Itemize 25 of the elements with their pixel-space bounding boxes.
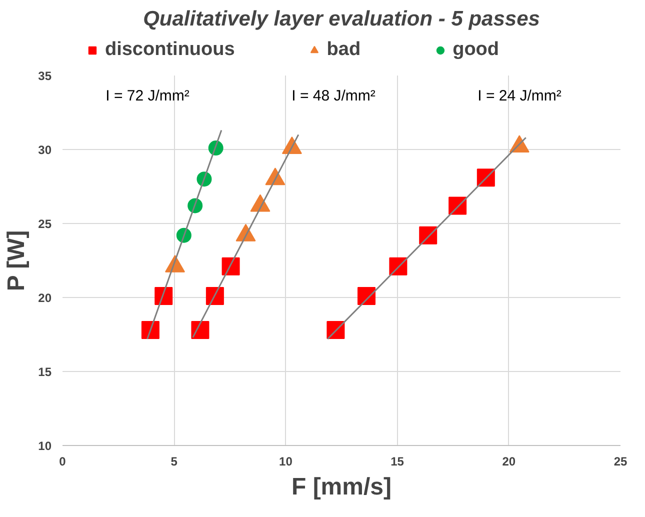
legend-label: bad [326,39,361,61]
point [206,287,224,306]
point [154,287,173,306]
x-tick-label: 10 [279,454,293,468]
point [141,321,160,340]
x-tick-label: 0 [59,454,66,468]
y-tick-label: 25 [38,217,52,231]
y-tick-label: 10 [38,439,52,453]
x-tick-label: 15 [390,454,404,468]
legend-label: good [452,39,500,61]
x-tick-label: 5 [170,454,178,468]
x-axis-title: F [mm/s] [291,474,392,500]
y-tick-label: 35 [38,69,52,83]
y-axis-title: P [W] [3,230,30,292]
y-tick-label: 20 [38,291,52,305]
y-tick-label: 30 [38,143,52,157]
annotation: I = 48 J/mm² [292,88,376,104]
y-tick-label: 15 [38,365,52,379]
x-tick-label: 25 [614,454,628,468]
annotation: I = 24 J/mm² [478,88,562,104]
legend-label: discontinuous [104,39,235,61]
x-tick-label: 20 [502,454,516,468]
point [191,321,210,340]
chart-title: Qualitatively layer evaluation - 5 passes [143,8,540,30]
annotation: I = 72 J/mm² [106,88,190,104]
